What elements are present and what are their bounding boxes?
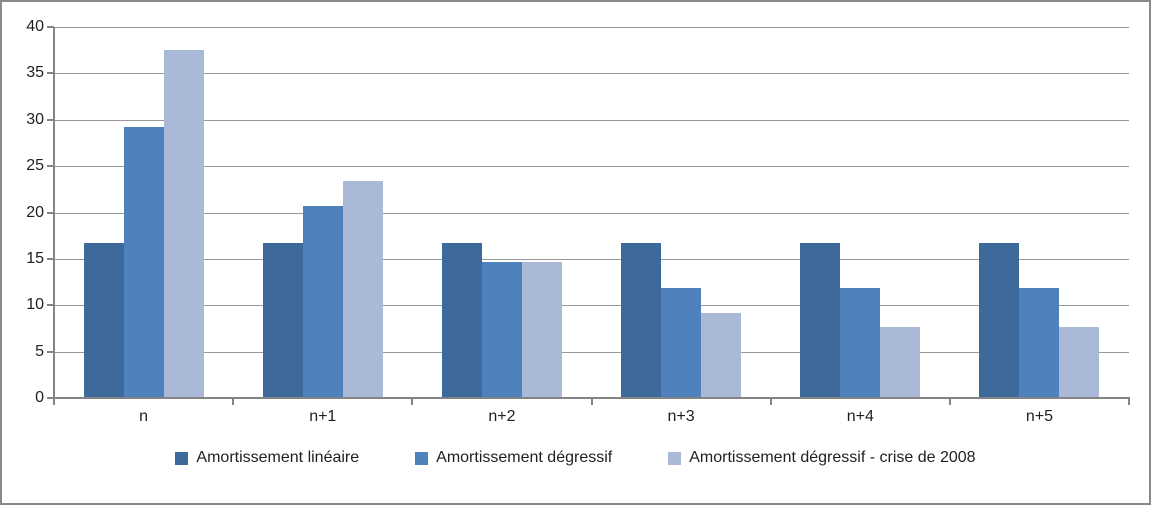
x-tick-mark-5 bbox=[948, 399, 951, 405]
legend-swatch-icon bbox=[415, 451, 429, 465]
category-group-n+3 bbox=[592, 27, 771, 398]
gridline-y-5 bbox=[54, 351, 1129, 353]
legend-label: Amortissement dégressif - crise de 2008 bbox=[689, 449, 976, 466]
bar-series1-n+2 bbox=[441, 243, 482, 398]
y-tick-label-40: 40 bbox=[26, 18, 44, 35]
y-tick-label-15: 15 bbox=[26, 249, 44, 267]
x-axis-labels: n n+1 n+2 n+3 n+4 n+5 bbox=[54, 408, 1129, 426]
gridline-y-40 bbox=[54, 27, 1129, 28]
y-tick-mark-10 bbox=[47, 304, 54, 307]
bar-series3-n+2 bbox=[521, 262, 562, 398]
y-tick-mark-0 bbox=[47, 397, 54, 399]
bar-series3-n+5 bbox=[1059, 327, 1100, 398]
bar-series3-n+1 bbox=[342, 180, 383, 398]
y-tick-label-35: 35 bbox=[26, 64, 44, 82]
y-tick-label-10: 10 bbox=[26, 296, 44, 314]
gridline-y-15 bbox=[54, 258, 1129, 260]
gridline-y-20 bbox=[54, 212, 1129, 214]
category-group-n+2 bbox=[412, 27, 591, 398]
legend-item-1: Amortissement linéaire bbox=[175, 449, 359, 467]
gridline-y-25 bbox=[54, 166, 1129, 168]
bar-series2-n+2 bbox=[481, 262, 522, 398]
gridline-y-30 bbox=[54, 119, 1129, 121]
legend-swatch-icon bbox=[175, 451, 189, 465]
bar-series3-n+4 bbox=[880, 327, 921, 398]
y-tick-label-30: 30 bbox=[26, 110, 44, 128]
x-tick-mark-2 bbox=[411, 399, 414, 405]
y-tick-label-20: 20 bbox=[26, 203, 44, 221]
x-tick-label-n+4: n+4 bbox=[846, 408, 874, 425]
legend-item-2: Amortissement dégressif bbox=[415, 449, 612, 467]
y-tick-mark-15 bbox=[47, 257, 54, 260]
y-tick-mark-35 bbox=[47, 72, 54, 75]
x-axis-line bbox=[53, 397, 1130, 399]
bar-series1-n+5 bbox=[979, 243, 1020, 398]
y-tick-label-25: 25 bbox=[26, 157, 44, 175]
legend-label: Amortissement linéaire bbox=[196, 449, 360, 466]
y-tick-label-5: 5 bbox=[35, 342, 44, 360]
x-tick-mark-0 bbox=[53, 399, 55, 405]
y-axis-line bbox=[53, 27, 55, 399]
y-tick-mark-5 bbox=[47, 350, 54, 353]
x-tick-label-n+3: n+3 bbox=[667, 408, 695, 425]
y-tick-mark-25 bbox=[47, 165, 54, 168]
x-tick-label-n+5: n+5 bbox=[1025, 408, 1054, 425]
bar-series3-n bbox=[163, 50, 204, 398]
bar-series2-n+4 bbox=[840, 288, 881, 398]
x-tick-mark-4 bbox=[769, 399, 772, 405]
bar-series1-n+4 bbox=[800, 243, 841, 398]
bar-series3-n+3 bbox=[701, 313, 742, 398]
y-tick-mark-30 bbox=[47, 118, 54, 121]
category-group-n+1 bbox=[233, 27, 412, 398]
category-group-n bbox=[54, 27, 233, 398]
x-tick-mark-6 bbox=[1128, 399, 1130, 405]
bar-series2-n+1 bbox=[302, 206, 343, 398]
plot-area bbox=[54, 27, 1129, 398]
legend-item-3: Amortissement dégressif - crise de 2008 bbox=[668, 449, 976, 467]
bar-series1-n+3 bbox=[621, 243, 662, 398]
bar-series2-n+5 bbox=[1019, 288, 1060, 398]
bar-series2-n+3 bbox=[661, 288, 702, 398]
bars-area bbox=[54, 27, 1129, 398]
x-tick-label-n+2: n+2 bbox=[488, 408, 516, 425]
category-group-n+5 bbox=[950, 27, 1129, 398]
legend-label: Amortissement dégressif bbox=[436, 449, 613, 466]
x-tick-mark-1 bbox=[232, 399, 235, 405]
legend: Amortissement linéaire Amortissement dégr… bbox=[2, 449, 1149, 467]
bar-series1-n+1 bbox=[262, 243, 303, 398]
category-group-n+4 bbox=[771, 27, 950, 398]
gridline-y-35 bbox=[54, 73, 1129, 75]
y-tick-label-0: 0 bbox=[35, 389, 44, 406]
gridline-y-10 bbox=[54, 305, 1129, 307]
x-tick-label-n: n bbox=[139, 408, 149, 425]
bar-series2-n bbox=[123, 127, 164, 398]
x-tick-mark-3 bbox=[590, 399, 593, 405]
x-tick-label-n+1: n+1 bbox=[309, 408, 337, 425]
y-tick-mark-20 bbox=[47, 211, 54, 214]
y-tick-mark-40 bbox=[47, 26, 54, 28]
bar-series1-n bbox=[83, 243, 124, 398]
legend-swatch-icon bbox=[668, 451, 682, 465]
